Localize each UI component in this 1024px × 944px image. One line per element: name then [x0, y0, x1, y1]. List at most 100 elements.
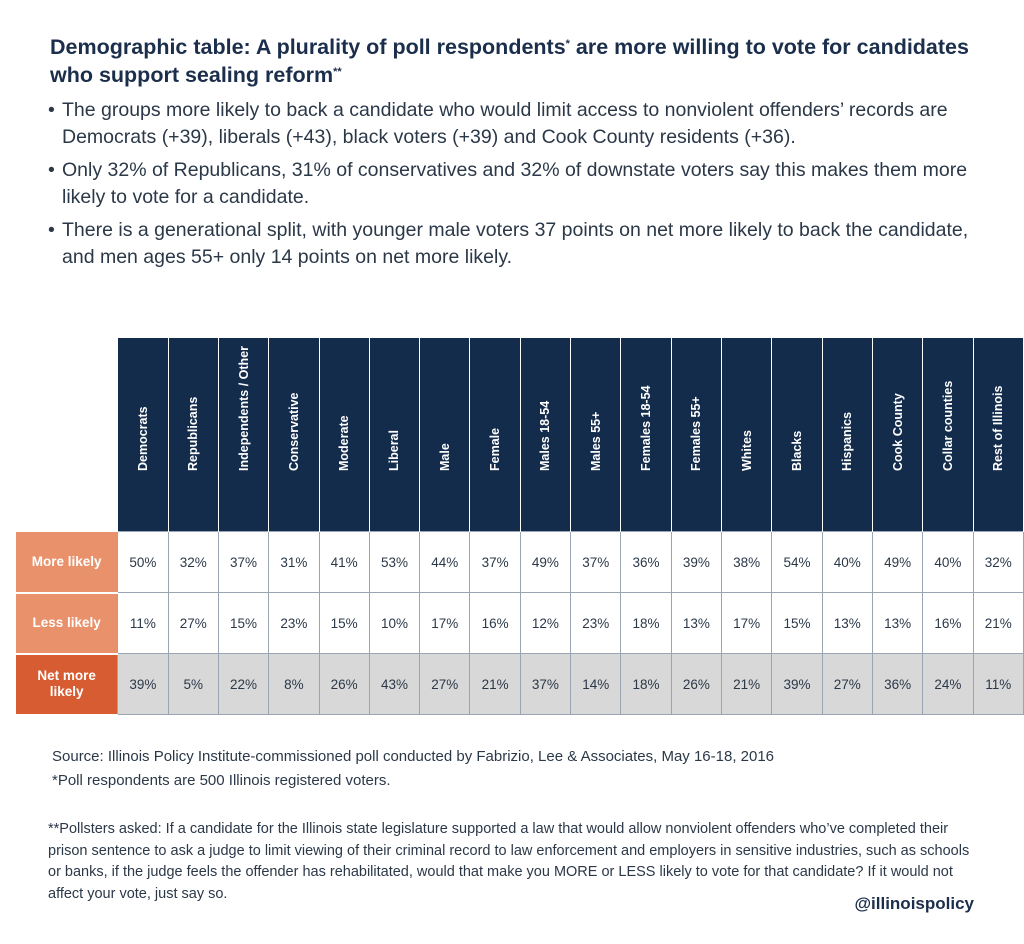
column-header: Cook County [871, 338, 924, 532]
table-cell: 18% [620, 592, 672, 654]
table-cell: 37% [217, 531, 270, 593]
column-header: Rest of Illinois [972, 338, 1024, 532]
table-cell: 23% [268, 592, 320, 654]
table-body: More likely 50% 32% 37% 31% 41% 53% 44% 37% 49% 37… [16, 531, 1024, 716]
column-header-label: Females 55+ [689, 396, 704, 471]
bullet-dot: • [48, 159, 55, 181]
title-mark2: ** [333, 66, 342, 78]
column-header-label: Whites [739, 430, 754, 471]
column-header: Conservative [268, 338, 320, 532]
column-header: Male [419, 338, 471, 532]
table-cell: 43% [368, 653, 421, 715]
bullet-dot: • [48, 99, 55, 121]
column-header-label: Females 18-54 [639, 385, 654, 471]
table-cell: 16% [922, 592, 974, 654]
table-cell: 40% [821, 531, 873, 593]
table-cell: 21% [720, 653, 773, 715]
table-cell: 49% [519, 531, 572, 593]
table-cell: 26% [318, 653, 370, 715]
table-cell: 12% [519, 592, 572, 654]
column-header-label: Cook County [890, 393, 905, 471]
table-cell: 32% [167, 531, 219, 593]
table-row: More likely 50% 32% 37% 31% 41% 53% 44% 37% 49% 37… [16, 531, 1024, 594]
source-note: Source: Illinois Policy Institute-commis… [52, 748, 775, 765]
table-cell: 27% [821, 653, 873, 715]
table-cell: 40% [922, 531, 974, 593]
column-header-label: Male [437, 443, 452, 471]
table-row: Less likely 11% 27% 15% 23% 15% 10% 17% 16% 12% 23… [16, 592, 1024, 655]
table-cell: 44% [419, 531, 471, 593]
demographic-table: Democrats Republicans Independents / Other… [16, 338, 1024, 716]
table-cell: 16% [469, 592, 521, 654]
column-header-label: Independents / Other [236, 345, 251, 471]
table-cell: 37% [570, 531, 622, 593]
table-cell: 11% [117, 592, 169, 654]
column-header-label: Moderate [337, 415, 352, 471]
table-cell: 54% [771, 531, 823, 593]
column-header: Males 55+ [570, 338, 622, 532]
footnote-question: **Pollsters asked: If a candidate for th… [48, 821, 970, 902]
table-cell: 11% [972, 653, 1024, 715]
table-cell: 50% [117, 531, 169, 593]
table-cell: 49% [871, 531, 924, 593]
table-cell: 27% [419, 653, 471, 715]
bullet-list: • The groups more likely to back a candid… [48, 97, 988, 277]
table-cell: 10% [368, 592, 421, 654]
table-cell: 15% [318, 592, 370, 654]
column-header: Republicans [167, 338, 219, 532]
column-header-label: Males 55+ [588, 411, 603, 471]
table-cell: 14% [570, 653, 622, 715]
bullet-text: The groups more likely to back a candida… [62, 99, 948, 148]
table-cell: 15% [771, 592, 823, 654]
table-cell: 39% [670, 531, 723, 593]
column-header-row: Democrats Republicans Independents / Other… [16, 338, 1024, 532]
chart-title: Demographic table: A plurality of poll r… [50, 33, 980, 89]
title-part2: are more willing to vote for candidates … [50, 35, 969, 87]
row-header: Net more likely [16, 653, 118, 716]
table-cell: 53% [368, 531, 421, 593]
table-cell: 5% [167, 653, 219, 715]
table-cell: 36% [620, 531, 672, 593]
column-header: Democrats [117, 338, 169, 532]
bullet-text: There is a generational split, with youn… [62, 219, 969, 268]
column-header: Whites [720, 338, 773, 532]
table-cell: 38% [720, 531, 773, 593]
column-header: Females 18-54 [620, 338, 672, 532]
bullet-item: • The groups more likely to back a candid… [48, 97, 988, 150]
social-handle: @illinoispolicy [854, 894, 974, 913]
bullet-item: • Only 32% of Republicans, 31% of conserv… [48, 157, 988, 210]
footnote-respondents: *Poll respondents are 500 Illinois regis… [52, 772, 391, 789]
table-cell: 17% [419, 592, 471, 654]
table-cell: 24% [922, 653, 974, 715]
table-cell: 8% [268, 653, 320, 715]
title-part1: Demographic table: A plurality of poll r… [50, 35, 566, 59]
table-cell: 21% [972, 592, 1024, 654]
row-header: Less likely [16, 592, 118, 655]
column-header: Liberal [368, 338, 421, 532]
table-cell: 21% [469, 653, 521, 715]
table-cell: 39% [771, 653, 823, 715]
column-header-label: Female [488, 427, 503, 471]
table-row: Net more likely 39% 5% 22% 8% 26% 43% 27% 21% 37%… [16, 653, 1024, 716]
column-header-label: Males 18-54 [538, 400, 553, 471]
column-header-label: Democrats [135, 406, 150, 471]
table-cell: 13% [821, 592, 873, 654]
column-header-label: Rest of Illinois [991, 385, 1006, 471]
table-cell: 41% [318, 531, 370, 593]
column-header: Female [469, 338, 521, 532]
table-cell: 15% [217, 592, 270, 654]
title-mark1: * [565, 38, 570, 50]
table-cell: 37% [519, 653, 572, 715]
column-header-label: Liberal [387, 430, 402, 471]
bullet-dot: • [48, 219, 55, 241]
table-cell: 36% [871, 653, 924, 715]
bullet-item: • There is a generational split, with you… [48, 217, 988, 270]
table-cell: 27% [167, 592, 219, 654]
table-corner [16, 338, 118, 532]
table-cell: 32% [972, 531, 1024, 593]
column-header: Males 18-54 [519, 338, 572, 532]
table-cell: 31% [268, 531, 320, 593]
row-header: More likely [16, 531, 118, 594]
column-header-label: Conservative [286, 392, 301, 471]
table-cell: 39% [117, 653, 169, 715]
